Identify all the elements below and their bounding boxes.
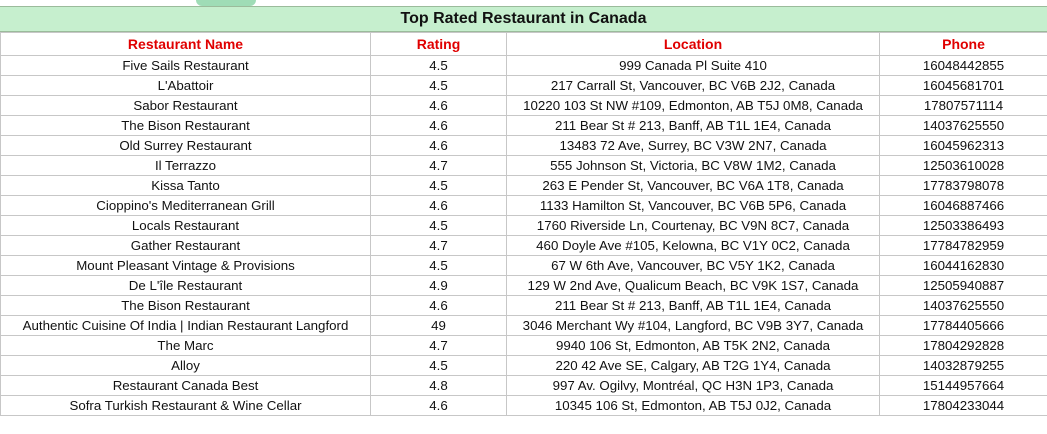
cell-rating[interactable]: 4.7 (370, 335, 507, 356)
cell-restaurant-name[interactable]: Cioppino's Mediterranean Grill (0, 195, 371, 216)
cell-rating[interactable]: 4.9 (370, 275, 507, 296)
cell-restaurant-name[interactable]: L'Abattoir (0, 75, 371, 96)
cell-restaurant-name[interactable]: Sofra Turkish Restaurant & Wine Cellar (0, 395, 371, 416)
cell-phone[interactable]: 16046887466 (879, 195, 1047, 216)
cell-phone[interactable]: 17784405666 (879, 315, 1047, 336)
cell-restaurant-name[interactable]: Mount Pleasant Vintage & Provisions (0, 255, 371, 276)
table-row: Locals Restaurant 4.5 1760 Riverside Ln, C… (0, 215, 1047, 236)
cell-phone[interactable]: 17807571114 (879, 95, 1047, 116)
cell-phone[interactable]: 12503386493 (879, 215, 1047, 236)
header-row: Restaurant Name Rating Location Phone (0, 32, 1047, 56)
cell-location[interactable]: 1760 Riverside Ln, Courtenay, BC V9N 8C7… (506, 215, 880, 236)
cell-restaurant-name[interactable]: Il Terrazzo (0, 155, 371, 176)
cell-phone[interactable]: 14037625550 (879, 115, 1047, 136)
cell-rating[interactable]: 4.6 (370, 195, 507, 216)
cell-location[interactable]: 129 W 2nd Ave, Qualicum Beach, BC V9K 1S… (506, 275, 880, 296)
cell-rating[interactable]: 4.5 (370, 175, 507, 196)
cell-rating[interactable]: 4.6 (370, 295, 507, 316)
cell-phone[interactable]: 16045681701 (879, 75, 1047, 96)
cell-rating[interactable]: 4.6 (370, 95, 507, 116)
table-row: L'Abattoir 4.5 217 Carrall St, Vancouver, … (0, 75, 1047, 96)
cell-location[interactable]: 217 Carrall St, Vancouver, BC V6B 2J2, C… (506, 75, 880, 96)
cell-phone[interactable]: 17804233044 (879, 395, 1047, 416)
cell-rating[interactable]: 4.7 (370, 155, 507, 176)
cell-location[interactable]: 13483 72 Ave, Surrey, BC V3W 2N7, Canada (506, 135, 880, 156)
table-row: The Marc 4.7 9940 106 St, Edmonton, AB T5K… (0, 335, 1047, 356)
table-row: Old Surrey Restaurant 4.6 13483 72 Ave, Su… (0, 135, 1047, 156)
column-header-rating[interactable]: Rating (370, 32, 507, 56)
cell-restaurant-name[interactable]: Alloy (0, 355, 371, 376)
table-row: De L'île Restaurant 4.9 129 W 2nd Ave, Qua… (0, 275, 1047, 296)
column-header-phone[interactable]: Phone (879, 32, 1047, 56)
cell-rating[interactable]: 49 (370, 315, 507, 336)
logo-fragment (196, 0, 256, 6)
cell-location[interactable]: 67 W 6th Ave, Vancouver, BC V5Y 1K2, Can… (506, 255, 880, 276)
cell-restaurant-name[interactable]: The Marc (0, 335, 371, 356)
restaurant-table: Restaurant Name Rating Location Phone Fi… (0, 32, 1047, 416)
table-row: Authentic Cuisine Of India | Indian Rest… (0, 315, 1047, 336)
cell-restaurant-name[interactable]: Gather Restaurant (0, 235, 371, 256)
cell-location[interactable]: 10345 106 St, Edmonton, AB T5J 0J2, Cana… (506, 395, 880, 416)
cell-location[interactable]: 1133 Hamilton St, Vancouver, BC V6B 5P6,… (506, 195, 880, 216)
cell-location[interactable]: 10220 103 St NW #109, Edmonton, AB T5J 0… (506, 95, 880, 116)
cell-phone[interactable]: 15144957664 (879, 375, 1047, 396)
cell-location[interactable]: 997 Av. Ogilvy, Montréal, QC H3N 1P3, Ca… (506, 375, 880, 396)
table-row: Alloy 4.5 220 42 Ave SE, Calgary, AB T2G 1… (0, 355, 1047, 376)
cell-phone[interactable]: 16045962313 (879, 135, 1047, 156)
cell-rating[interactable]: 4.5 (370, 255, 507, 276)
cell-phone[interactable]: 14032879255 (879, 355, 1047, 376)
cell-location[interactable]: 460 Doyle Ave #105, Kelowna, BC V1Y 0C2,… (506, 235, 880, 256)
cell-phone[interactable]: 17804292828 (879, 335, 1047, 356)
cell-rating[interactable]: 4.5 (370, 355, 507, 376)
cell-restaurant-name[interactable]: The Bison Restaurant (0, 115, 371, 136)
table-row: The Bison Restaurant 4.6 211 Bear St # 213… (0, 295, 1047, 316)
cell-phone[interactable]: 14037625550 (879, 295, 1047, 316)
cell-rating[interactable]: 4.5 (370, 75, 507, 96)
cell-rating[interactable]: 4.8 (370, 375, 507, 396)
cell-location[interactable]: 555 Johnson St, Victoria, BC V8W 1M2, Ca… (506, 155, 880, 176)
cell-restaurant-name[interactable]: Locals Restaurant (0, 215, 371, 236)
table-row: Sofra Turkish Restaurant & Wine Cellar 4.… (0, 395, 1047, 416)
table-row: Five Sails Restaurant 4.5 999 Canada Pl Su… (0, 55, 1047, 76)
cell-phone[interactable]: 17784782959 (879, 235, 1047, 256)
table-row: Kissa Tanto 4.5 263 E Pender St, Vancouver… (0, 175, 1047, 196)
table-title: Top Rated Restaurant in Canada (0, 6, 1047, 32)
cell-phone[interactable]: 17783798078 (879, 175, 1047, 196)
table-row: Il Terrazzo 4.7 555 Johnson St, Victoria, … (0, 155, 1047, 176)
cell-phone[interactable]: 16044162830 (879, 255, 1047, 276)
cell-location[interactable]: 220 42 Ave SE, Calgary, AB T2G 1Y4, Cana… (506, 355, 880, 376)
cell-rating[interactable]: 4.6 (370, 395, 507, 416)
cell-phone[interactable]: 12505940887 (879, 275, 1047, 296)
cell-restaurant-name[interactable]: Five Sails Restaurant (0, 55, 371, 76)
cell-rating[interactable]: 4.5 (370, 215, 507, 236)
cell-restaurant-name[interactable]: Restaurant Canada Best (0, 375, 371, 396)
cell-rating[interactable]: 4.6 (370, 115, 507, 136)
cell-phone[interactable]: 12503610028 (879, 155, 1047, 176)
table-row: Cioppino's Mediterranean Grill 4.6 1133 Ha… (0, 195, 1047, 216)
table-row: Sabor Restaurant 4.6 10220 103 St NW #109,… (0, 95, 1047, 116)
cell-rating[interactable]: 4.5 (370, 55, 507, 76)
cell-restaurant-name[interactable]: The Bison Restaurant (0, 295, 371, 316)
cell-location[interactable]: 263 E Pender St, Vancouver, BC V6A 1T8, … (506, 175, 880, 196)
cell-rating[interactable]: 4.6 (370, 135, 507, 156)
column-header-location[interactable]: Location (506, 32, 880, 56)
table-row: Gather Restaurant 4.7 460 Doyle Ave #105, … (0, 235, 1047, 256)
cell-location[interactable]: 211 Bear St # 213, Banff, AB T1L 1E4, Ca… (506, 115, 880, 136)
table-row: The Bison Restaurant 4.6 211 Bear St # 213… (0, 115, 1047, 136)
cell-restaurant-name[interactable]: Authentic Cuisine Of India | Indian Rest… (0, 315, 371, 336)
cell-rating[interactable]: 4.7 (370, 235, 507, 256)
cell-restaurant-name[interactable]: Kissa Tanto (0, 175, 371, 196)
cell-restaurant-name[interactable]: Old Surrey Restaurant (0, 135, 371, 156)
cell-location[interactable]: 9940 106 St, Edmonton, AB T5K 2N2, Canad… (506, 335, 880, 356)
cell-restaurant-name[interactable]: Sabor Restaurant (0, 95, 371, 116)
cell-location[interactable]: 211 Bear St # 213, Banff, AB T1L 1E4, Ca… (506, 295, 880, 316)
cell-phone[interactable]: 16048442855 (879, 55, 1047, 76)
table-row: Restaurant Canada Best 4.8 997 Av. Ogilvy,… (0, 375, 1047, 396)
column-header-name[interactable]: Restaurant Name (0, 32, 371, 56)
table-row: Mount Pleasant Vintage & Provisions 4.5 67… (0, 255, 1047, 276)
cell-location[interactable]: 999 Canada Pl Suite 410 (506, 55, 880, 76)
cell-restaurant-name[interactable]: De L'île Restaurant (0, 275, 371, 296)
cell-location[interactable]: 3046 Merchant Wy #104, Langford, BC V9B … (506, 315, 880, 336)
